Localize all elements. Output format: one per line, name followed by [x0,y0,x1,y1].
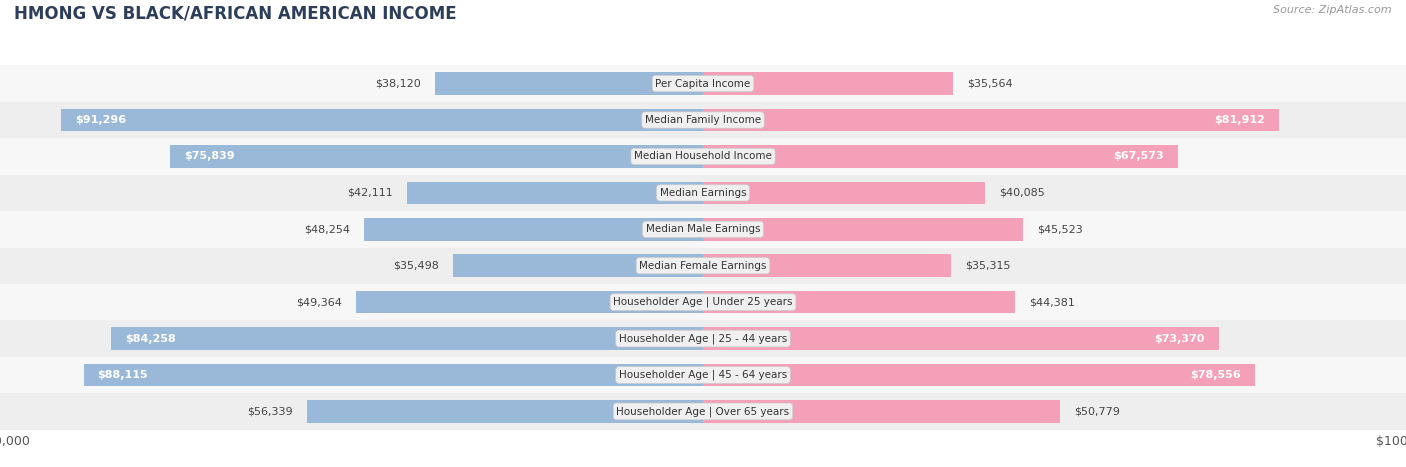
Text: $81,912: $81,912 [1213,115,1265,125]
Text: $35,315: $35,315 [966,261,1011,271]
Text: $48,254: $48,254 [304,224,350,234]
Legend: Hmong, Black/African American: Hmong, Black/African American [568,465,838,467]
Bar [0,284,1406,320]
Bar [364,218,703,241]
Bar [0,175,1406,211]
Bar [703,327,1219,350]
Bar [0,138,1406,175]
Text: $45,523: $45,523 [1038,224,1083,234]
Text: $73,370: $73,370 [1154,333,1205,344]
Text: $35,498: $35,498 [394,261,440,271]
Bar [0,65,1406,102]
Text: $50,779: $50,779 [1074,406,1121,417]
Bar [703,72,953,95]
Bar [703,218,1024,241]
Text: $91,296: $91,296 [76,115,127,125]
Bar [703,291,1015,313]
Text: Median Earnings: Median Earnings [659,188,747,198]
Text: $49,364: $49,364 [297,297,342,307]
Bar [703,109,1279,131]
Bar [62,109,703,131]
Bar [307,400,703,423]
Text: Median Female Earnings: Median Female Earnings [640,261,766,271]
Bar [0,393,1406,430]
Text: Median Male Earnings: Median Male Earnings [645,224,761,234]
Bar [0,102,1406,138]
Bar [434,72,703,95]
Text: $84,258: $84,258 [125,333,176,344]
Bar [170,145,703,168]
Bar [0,248,1406,284]
Text: $75,839: $75,839 [184,151,235,162]
Bar [111,327,703,350]
Bar [703,255,952,277]
Text: $78,556: $78,556 [1191,370,1241,380]
Bar [0,357,1406,393]
Text: $40,085: $40,085 [998,188,1045,198]
Text: $56,339: $56,339 [247,406,292,417]
Text: $44,381: $44,381 [1029,297,1076,307]
Bar [0,211,1406,248]
Text: Median Family Income: Median Family Income [645,115,761,125]
Bar [406,182,703,204]
Text: Source: ZipAtlas.com: Source: ZipAtlas.com [1274,5,1392,14]
Bar [0,320,1406,357]
Text: Per Capita Income: Per Capita Income [655,78,751,89]
Text: Householder Age | Over 65 years: Householder Age | Over 65 years [616,406,790,417]
Text: $35,564: $35,564 [967,78,1012,89]
Bar [703,400,1060,423]
Bar [703,145,1178,168]
Bar [356,291,703,313]
Bar [454,255,703,277]
Text: $88,115: $88,115 [97,370,148,380]
Bar [703,364,1256,386]
Text: Median Household Income: Median Household Income [634,151,772,162]
Text: Householder Age | 25 - 44 years: Householder Age | 25 - 44 years [619,333,787,344]
Text: HMONG VS BLACK/AFRICAN AMERICAN INCOME: HMONG VS BLACK/AFRICAN AMERICAN INCOME [14,5,457,23]
Text: Householder Age | Under 25 years: Householder Age | Under 25 years [613,297,793,307]
Bar [83,364,703,386]
Text: $38,120: $38,120 [375,78,420,89]
Text: Householder Age | 45 - 64 years: Householder Age | 45 - 64 years [619,370,787,380]
Text: $67,573: $67,573 [1114,151,1164,162]
Text: $42,111: $42,111 [347,188,392,198]
Bar [703,182,984,204]
